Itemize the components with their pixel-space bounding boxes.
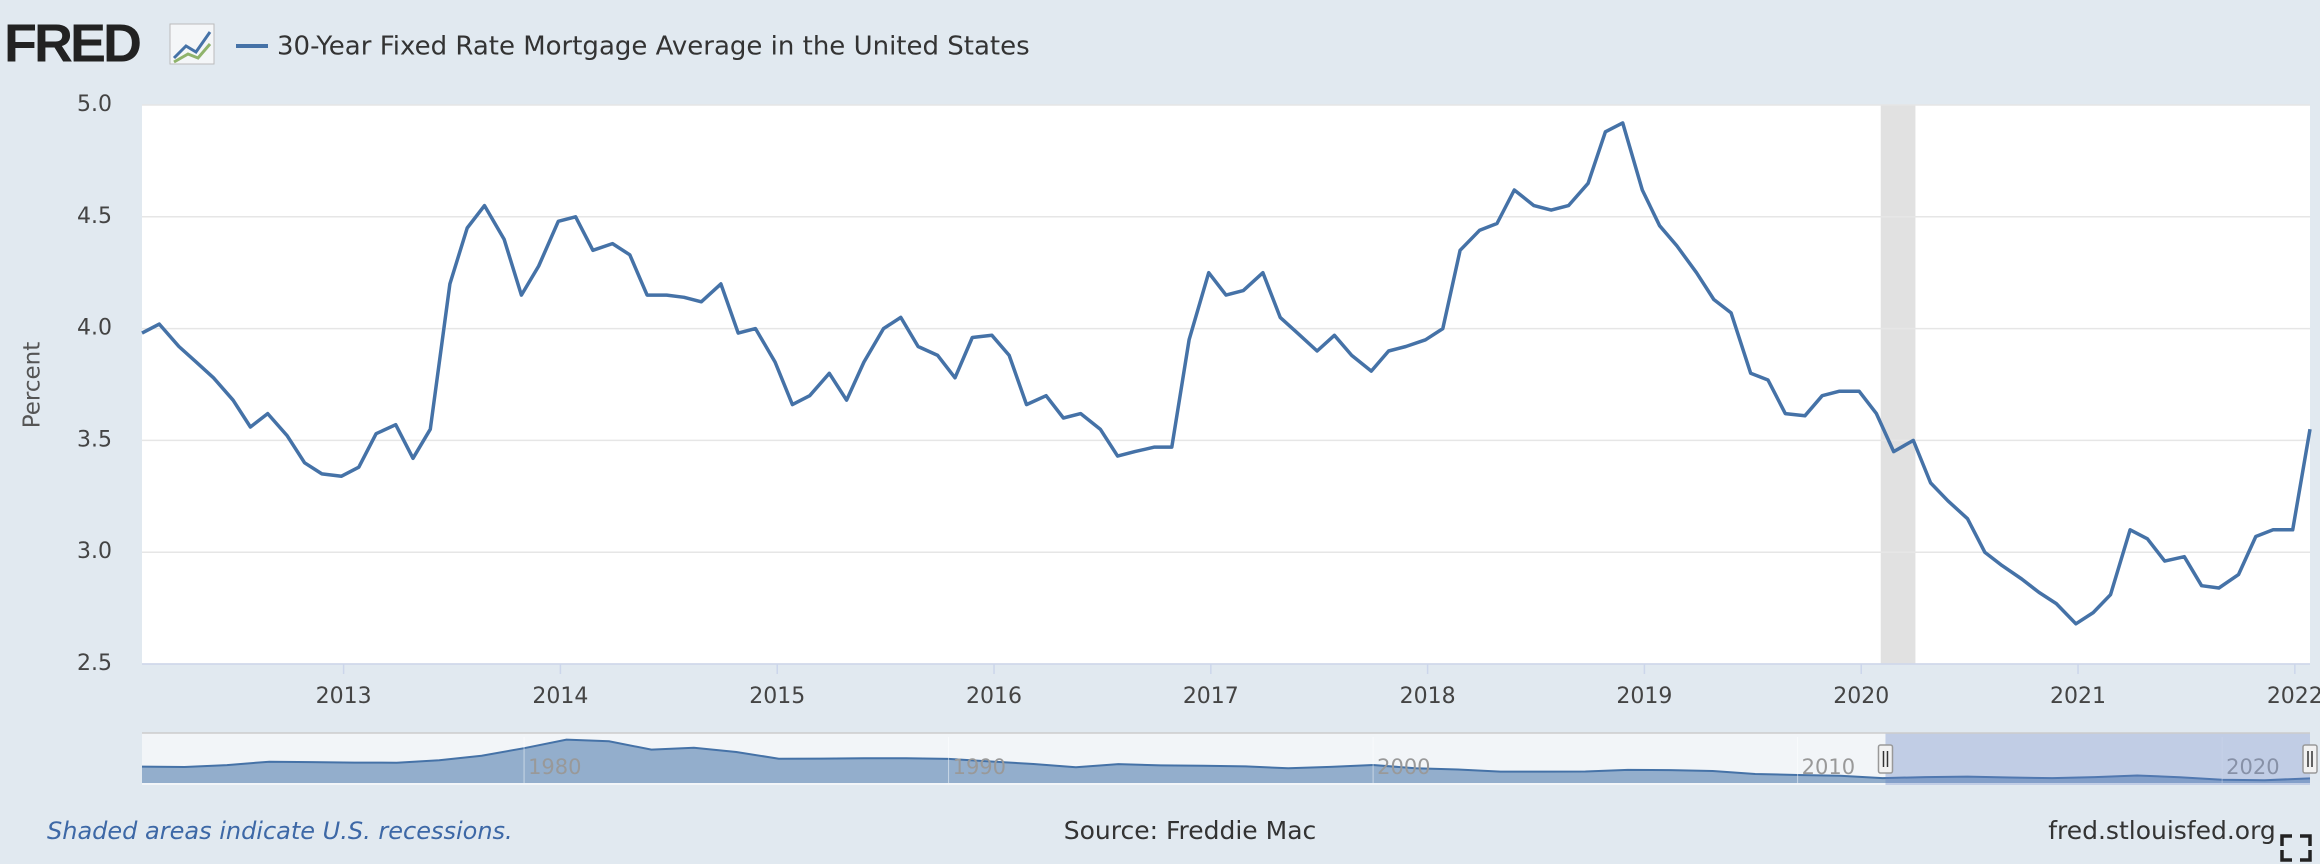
x-tick-label: 2014 [532, 684, 588, 709]
x-tick-label: 2021 [2050, 684, 2106, 709]
x-tick-label: 2015 [749, 684, 805, 709]
recession-note: Shaded areas indicate U.S. recessions. [47, 817, 513, 845]
navigator-selection [1885, 733, 2310, 785]
x-tick-label: 2018 [1400, 684, 1456, 709]
site-link[interactable]: fred.stlouisfed.org [2048, 816, 2276, 845]
navigator[interactable]: 1980 1990 2000 2010 2020 [141, 732, 2318, 785]
legend-label[interactable]: 30-Year Fixed Rate Mortgage Average in t… [277, 32, 1030, 62]
navigator-line [141, 738, 2311, 782]
navigator-tick-label: 2020 [2226, 755, 2279, 779]
navigator-tick-label: 2010 [1802, 755, 1855, 779]
navigator-tick-label: 1980 [528, 755, 581, 779]
navigator-tick-label: 2000 [1377, 755, 1430, 779]
navigator-area [142, 739, 2310, 783]
recession-band [1880, 105, 1916, 664]
x-tick-label: 2019 [1616, 684, 1672, 709]
y-tick-label: 3.5 [77, 427, 112, 452]
main-chart: 2.5 3.0 3.5 4.0 4.5 5.0 2013 2014 2015 2016 2017 20… [77, 92, 2320, 709]
x-tick-label: 2016 [966, 684, 1022, 709]
plot-area [142, 105, 2310, 664]
y-tick-label: 2.5 [77, 651, 112, 676]
handle-body [1877, 744, 1894, 774]
y-tick-label: 4.5 [77, 204, 112, 229]
source: Source: Freddie Mac [1064, 816, 1317, 845]
navigator-handle[interactable] [2302, 744, 2318, 774]
handle-body [2302, 744, 2318, 774]
y-axis-label: Percent [20, 342, 46, 429]
series-line [141, 121, 2312, 626]
x-tick-label: 2017 [1183, 684, 1239, 709]
logo[interactable]: FRED [4, 13, 143, 73]
x-tick-label: 2020 [1833, 684, 1889, 709]
y-tick-label: 3.0 [77, 539, 112, 564]
navigator-tick-label: 1990 [953, 755, 1006, 779]
navigator-handle[interactable] [1877, 744, 1894, 774]
x-tick-label: 2022 [2267, 684, 2320, 709]
y-tick-label: 4.0 [77, 316, 112, 341]
fullscreen-button[interactable] [2280, 834, 2312, 862]
logo-icon [169, 23, 215, 65]
y-tick-label: 5.0 [77, 92, 112, 117]
x-tick-label: 2013 [316, 684, 372, 709]
